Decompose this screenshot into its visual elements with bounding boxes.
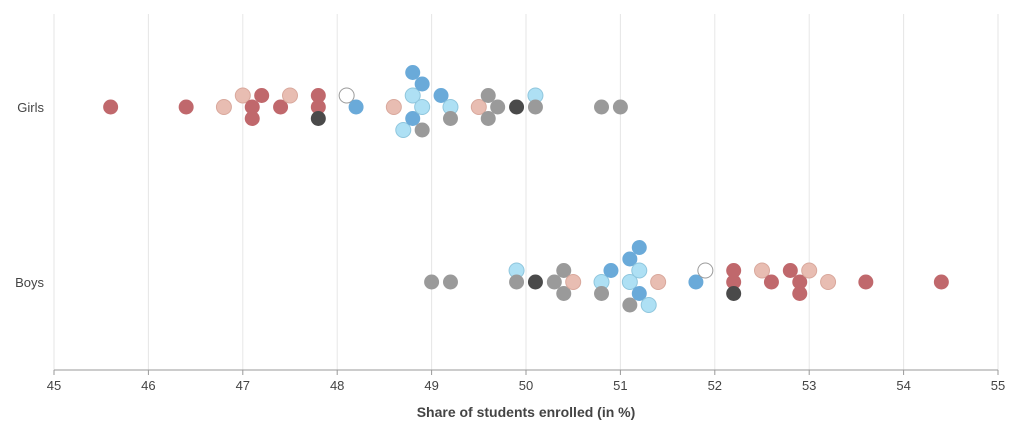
data-point-girls[interactable] bbox=[215, 99, 232, 115]
data-point-girls[interactable] bbox=[414, 76, 430, 92]
data-point-boys[interactable] bbox=[442, 274, 458, 290]
data-point-boys[interactable] bbox=[763, 274, 779, 290]
data-point-girls[interactable] bbox=[178, 99, 194, 115]
x-tick-label: 51 bbox=[613, 378, 627, 393]
data-point-boys[interactable] bbox=[509, 274, 525, 290]
data-point-girls[interactable] bbox=[338, 87, 355, 104]
data-point-girls[interactable] bbox=[405, 65, 421, 80]
data-point-boys[interactable] bbox=[631, 286, 647, 301]
data-point-boys[interactable] bbox=[726, 263, 742, 278]
data-point-girls[interactable] bbox=[244, 99, 260, 115]
data-point-boys[interactable] bbox=[631, 262, 648, 279]
x-tick-label: 47 bbox=[236, 378, 250, 393]
data-point-girls[interactable] bbox=[404, 87, 421, 104]
data-point-girls[interactable] bbox=[310, 111, 326, 126]
data-point-boys[interactable] bbox=[546, 274, 562, 290]
data-point-girls[interactable] bbox=[348, 99, 364, 115]
data-point-boys[interactable] bbox=[565, 274, 582, 290]
data-point-girls[interactable] bbox=[103, 99, 119, 115]
x-axis-title: Share of students enrolled (in %) bbox=[417, 404, 636, 420]
category-label-boys: Boys bbox=[15, 275, 44, 290]
data-point-girls[interactable] bbox=[385, 99, 402, 115]
data-point-boys[interactable] bbox=[621, 274, 638, 290]
data-point-boys[interactable] bbox=[792, 274, 808, 290]
data-point-girls[interactable] bbox=[414, 122, 430, 138]
data-point-girls[interactable] bbox=[612, 99, 628, 115]
data-point-boys[interactable] bbox=[858, 274, 874, 290]
data-point-boys[interactable] bbox=[782, 263, 798, 278]
data-point-boys[interactable] bbox=[631, 240, 647, 255]
data-point-girls[interactable] bbox=[273, 99, 289, 115]
data-point-girls[interactable] bbox=[282, 87, 298, 104]
data-point-girls[interactable] bbox=[527, 99, 543, 115]
data-point-boys[interactable] bbox=[688, 274, 704, 290]
data-point-girls[interactable] bbox=[234, 87, 251, 104]
x-tick-label: 50 bbox=[519, 378, 533, 393]
data-point-girls[interactable] bbox=[594, 99, 610, 115]
grid-layer bbox=[53, 14, 999, 370]
data-point-boys[interactable] bbox=[556, 263, 572, 278]
data-point-girls[interactable] bbox=[442, 111, 458, 126]
data-point-girls[interactable] bbox=[490, 99, 506, 115]
data-point-boys[interactable] bbox=[650, 274, 667, 290]
category-label-girls: Girls bbox=[17, 100, 44, 115]
x-tick-label: 52 bbox=[708, 378, 722, 393]
data-point-girls[interactable] bbox=[480, 111, 496, 126]
data-point-boys[interactable] bbox=[820, 274, 837, 290]
data-point-girls[interactable] bbox=[244, 111, 260, 126]
x-axis: 45 46 47 48 49 50 51 52 53 54 55 bbox=[47, 369, 1005, 393]
x-tick-label: 49 bbox=[424, 378, 438, 393]
data-point-girls[interactable] bbox=[433, 88, 449, 103]
data-point-girls[interactable] bbox=[254, 88, 270, 103]
x-tick-label: 54 bbox=[896, 378, 910, 393]
data-point-boys[interactable] bbox=[622, 297, 638, 313]
data-point-boys[interactable] bbox=[792, 286, 808, 301]
x-tick-label: 48 bbox=[330, 378, 344, 393]
data-points bbox=[103, 65, 949, 313]
data-point-boys[interactable] bbox=[622, 251, 638, 267]
data-point-girls[interactable] bbox=[480, 88, 496, 103]
data-point-boys[interactable] bbox=[556, 286, 572, 301]
data-point-boys[interactable] bbox=[603, 263, 619, 278]
data-point-boys[interactable] bbox=[754, 262, 770, 279]
x-tick-label: 45 bbox=[47, 378, 61, 393]
x-tick-label: 46 bbox=[141, 378, 155, 393]
data-point-boys[interactable] bbox=[697, 262, 714, 279]
data-point-boys[interactable] bbox=[640, 297, 657, 313]
data-point-boys[interactable] bbox=[726, 286, 742, 301]
category-labels: Girls Boys bbox=[15, 100, 44, 290]
data-point-girls[interactable] bbox=[414, 99, 431, 115]
data-point-boys[interactable] bbox=[726, 274, 742, 290]
data-point-boys[interactable] bbox=[933, 274, 949, 290]
x-tick-label: 53 bbox=[802, 378, 816, 393]
data-point-girls[interactable] bbox=[470, 99, 487, 115]
data-point-boys[interactable] bbox=[801, 262, 818, 279]
data-point-boys[interactable] bbox=[424, 274, 440, 290]
data-point-girls[interactable] bbox=[509, 99, 525, 115]
x-tick-label: 55 bbox=[991, 378, 1005, 393]
data-point-boys[interactable] bbox=[527, 274, 543, 290]
data-point-girls[interactable] bbox=[405, 111, 421, 126]
data-point-boys[interactable] bbox=[594, 286, 610, 301]
data-point-girls[interactable] bbox=[310, 99, 326, 115]
data-point-girls[interactable] bbox=[310, 88, 326, 103]
data-point-girls[interactable] bbox=[395, 122, 412, 138]
